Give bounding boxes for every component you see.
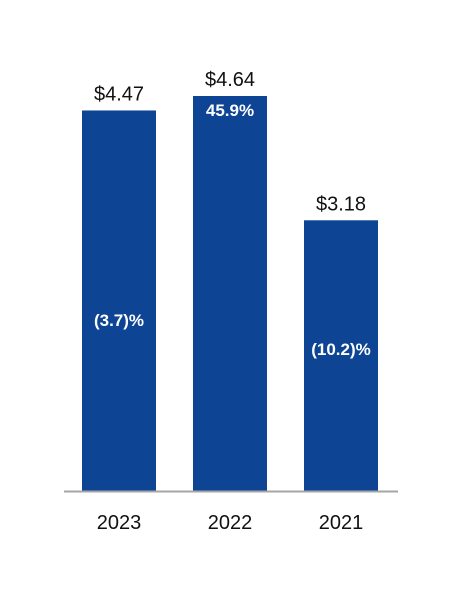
bar-2022 <box>193 96 267 491</box>
bar-2023 <box>82 110 156 491</box>
value-label-2021: $3.18 <box>316 193 366 215</box>
change-label-2023: (3.7)% <box>94 311 144 330</box>
x-tick-labels-group: 2023 2022 2021 <box>97 512 364 534</box>
x-tick-label-2022: 2022 <box>208 512 253 534</box>
x-tick-label-2023: 2023 <box>97 512 142 534</box>
change-label-2022: 45.9% <box>206 101 254 120</box>
change-label-2021: (10.2)% <box>311 340 371 359</box>
value-labels-group: $4.47 $4.64 $3.18 <box>94 69 366 215</box>
x-tick-label-2021: 2021 <box>319 512 364 534</box>
change-labels-group: (3.7)% 45.9% (10.2)% <box>94 101 371 359</box>
value-label-2023: $4.47 <box>94 83 144 105</box>
value-label-2022: $4.64 <box>205 69 255 91</box>
bars-group <box>82 96 378 491</box>
bar-2021 <box>304 220 378 491</box>
